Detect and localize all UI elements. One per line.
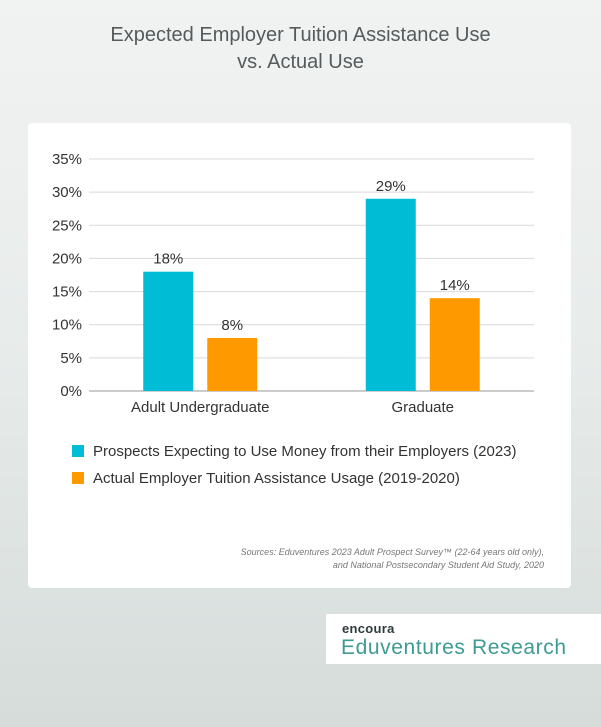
bar-data-label: 8% <box>221 317 243 334</box>
legend-label-actual: Actual Employer Tuition Assistance Usage… <box>93 470 460 487</box>
y-tick-label: 15% <box>52 284 82 301</box>
bar <box>429 298 480 391</box>
source-line1: Sources: Eduventures 2023 Adult Prospect… <box>240 547 544 557</box>
brand-logo: encoura Eduventures Research <box>326 614 601 664</box>
bar-data-label: 29% <box>376 178 406 195</box>
chart-title-line2: vs. Actual Use <box>237 51 364 73</box>
y-tick-label: 0% <box>60 383 82 400</box>
source-line2: and National Postsecondary Student Aid S… <box>332 560 544 570</box>
legend-swatch-actual <box>72 472 84 484</box>
chart-title-line1: Expected Employer Tuition Assistance Use <box>110 24 491 46</box>
y-tick-label: 25% <box>52 217 82 234</box>
chart-title: Expected Employer Tuition Assistance Use… <box>0 22 601 76</box>
legend-label-prospects: Prospects Expecting to Use Money from th… <box>93 443 517 460</box>
bar-data-label: 18% <box>153 251 183 268</box>
y-tick-label: 5% <box>60 350 82 367</box>
legend-swatch-prospects <box>72 445 84 457</box>
bar-chart: 0% 5% 10% 15% 20% 25% 30% 35% 18% 8% Adult Undergr… <box>52 151 534 416</box>
legend-item-prospects: Prospects Expecting to Use Money from th… <box>72 443 562 461</box>
legend-item-actual: Actual Employer Tuition Assistance Usage… <box>72 470 562 488</box>
chart-card: 0% 5% 10% 15% 20% 25% 30% 35% 18% 8% Adult Undergr… <box>28 123 571 588</box>
y-tick-label: 30% <box>52 184 82 201</box>
bar <box>143 271 194 391</box>
x-category-label: Graduate <box>391 399 454 416</box>
bar <box>207 337 258 391</box>
encoura-logo-text: encoura <box>342 621 395 636</box>
y-tick-label: 20% <box>52 250 82 267</box>
source-note: Sources: Eduventures 2023 Adult Prospect… <box>84 546 544 572</box>
bar <box>365 198 416 391</box>
y-tick-label: 35% <box>52 151 82 168</box>
bar-data-label: 14% <box>440 277 470 294</box>
x-category-label: Adult Undergraduate <box>131 399 269 416</box>
y-tick-label: 10% <box>52 317 82 334</box>
eduventures-logo-text: Eduventures Research <box>341 636 567 659</box>
